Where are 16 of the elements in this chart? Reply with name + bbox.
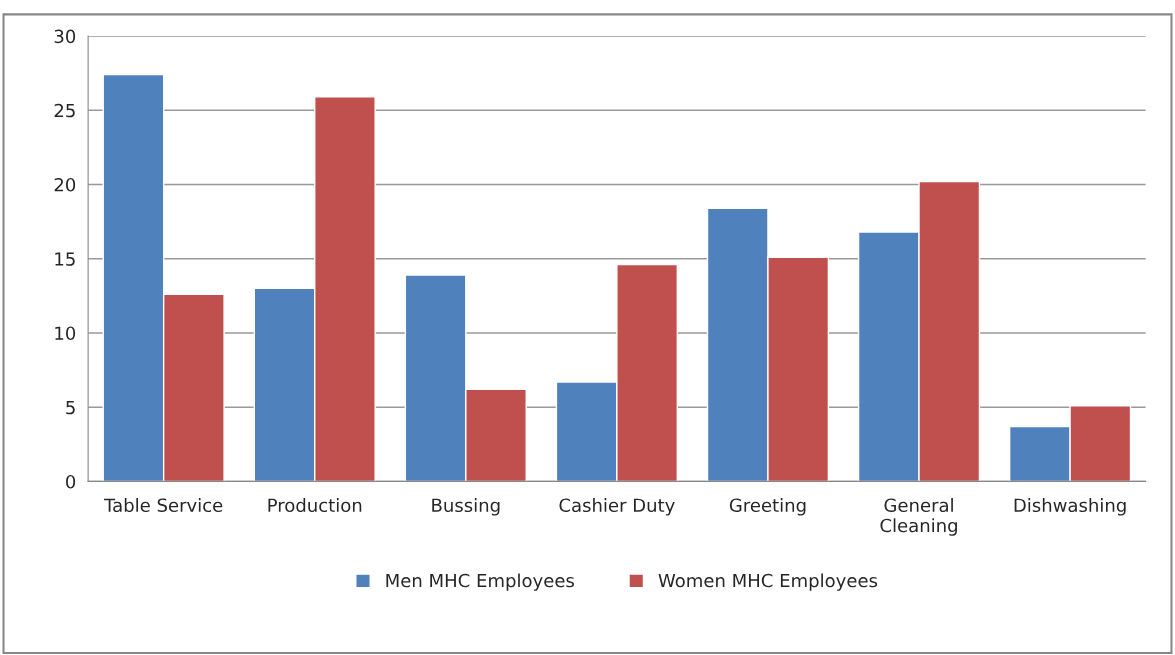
x-tick-label: Cashier Duty xyxy=(559,498,675,516)
y-tick-label: 5 xyxy=(66,400,75,415)
x-tick-label: Dishwashing xyxy=(1014,498,1126,516)
x-tick-label: Bussing xyxy=(432,498,500,516)
x-tick-label: Table Service xyxy=(104,498,223,513)
legend-label: Women MHC Employees xyxy=(658,573,878,591)
legend-label: Men MHC Employees xyxy=(386,573,574,591)
x-tick-label: Greeting xyxy=(729,498,806,516)
y-tick-label: 0 xyxy=(66,474,76,489)
x-tick-label: Production xyxy=(268,498,362,513)
x-tick-label: General Cleaning xyxy=(880,498,957,536)
y-tick-label: 20 xyxy=(54,177,76,192)
y-tick-label: 15 xyxy=(55,252,75,266)
y-tick-label: 10 xyxy=(55,326,76,341)
y-tick-label: 30 xyxy=(54,29,76,44)
y-tick-label: 25 xyxy=(54,103,75,118)
